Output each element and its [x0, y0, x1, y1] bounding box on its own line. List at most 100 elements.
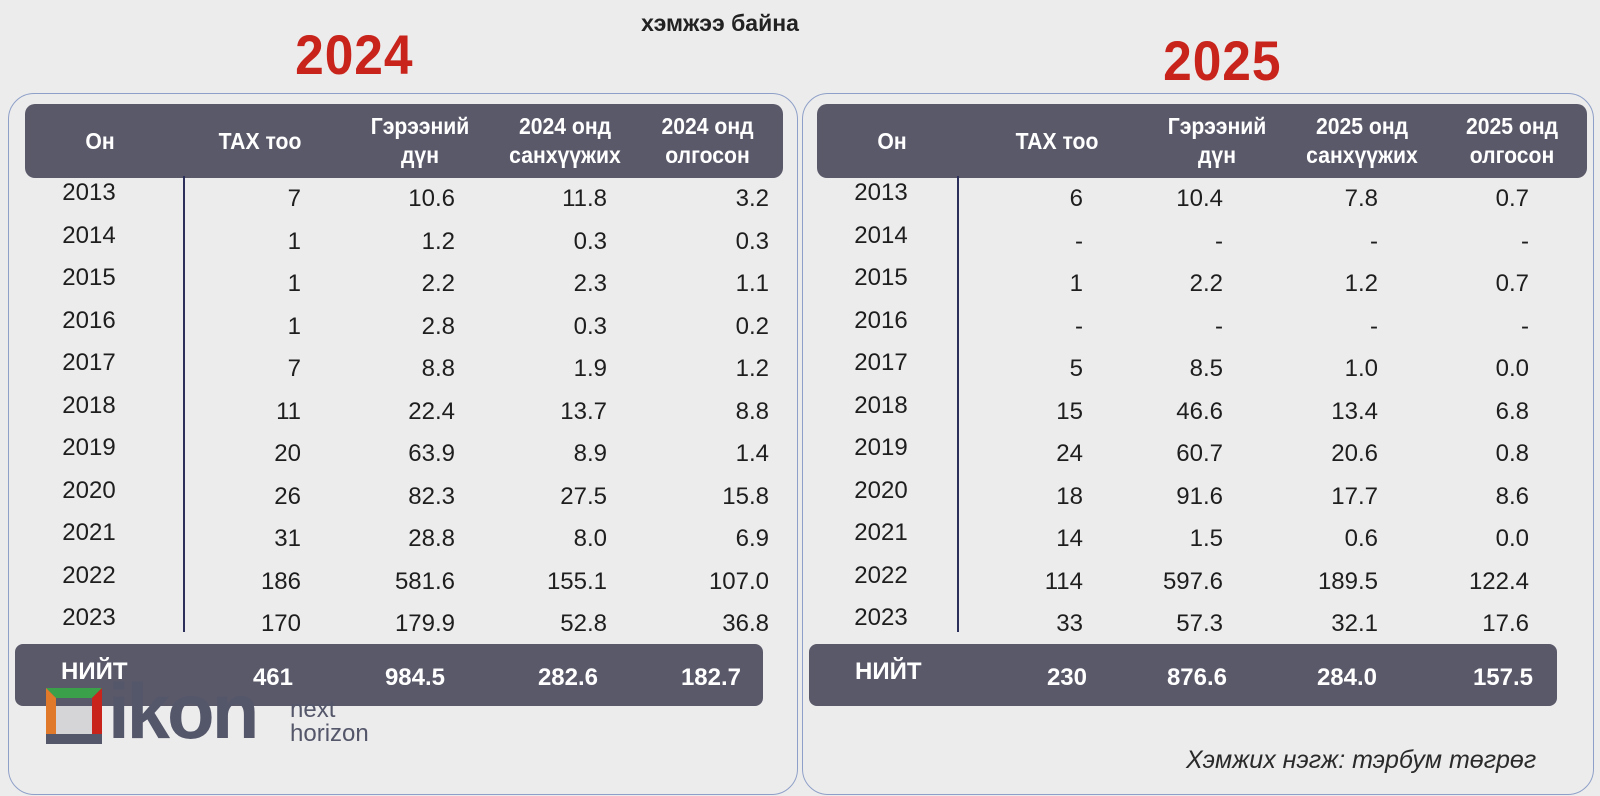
row-to-be-financed: 189.5 [1317, 567, 1378, 595]
table-row: 2022 186 581.6 155.1 107.0 [9, 562, 797, 602]
row-disbursed: 0.7 [1495, 185, 1529, 212]
row-contract-amount: 581.6 [394, 567, 455, 595]
row-year: 2015 [854, 264, 908, 291]
row-to-be-financed: 20.6 [1331, 440, 1378, 467]
row-count: - [1075, 312, 1083, 340]
row-to-be-financed: 0.3 [573, 227, 607, 255]
table-row: 2016 1 2.8 0.3 0.2 [9, 307, 797, 347]
row-count: 20 [274, 440, 301, 467]
row-to-be-financed: 8.9 [573, 440, 607, 467]
row-count: 7 [287, 185, 301, 212]
row-contract-amount: 179.9 [394, 610, 455, 637]
row-year: 2015 [62, 264, 116, 291]
row-disbursed: 0.3 [735, 227, 769, 255]
column-header-year: Он [877, 127, 907, 154]
page-caption: хэмжээ байна [641, 10, 799, 36]
row-disbursed: 3.2 [735, 185, 769, 212]
table-panel-2024: Он ТАХ тоо Гэрээний дүн 2024 онд санхүүж… [8, 93, 798, 795]
table-row: 2019 20 63.9 8.9 1.4 [9, 434, 797, 474]
column-header-count: ТАХ тоо [218, 127, 302, 154]
row-disbursed: 1.1 [735, 270, 769, 297]
row-to-be-financed: 17.7 [1331, 482, 1378, 510]
row-to-be-financed: 52.8 [560, 610, 607, 637]
logo-brand-text: ikon [108, 667, 259, 755]
table-row: 2017 5 8.5 1.0 0.0 [803, 349, 1593, 389]
table-row: 2022 114 597.6 189.5 122.4 [803, 562, 1593, 602]
table-header: Он ТАХ тоо Гэрээний дүн 2025 онд санхүүж… [817, 104, 1587, 178]
row-disbursed: 6.9 [735, 525, 769, 552]
row-to-be-financed: 7.8 [1344, 185, 1378, 212]
row-disbursed: 1.4 [735, 440, 769, 467]
row-contract-amount: 8.8 [421, 355, 455, 382]
row-contract-amount: 1.5 [1189, 525, 1223, 552]
row-year: 2013 [62, 179, 116, 206]
row-count: 170 [260, 610, 301, 637]
column-header-to-be-financed: 2024 онд санхүүжих [509, 113, 621, 168]
row-count: 26 [274, 482, 301, 510]
row-contract-amount: 46.6 [1176, 397, 1223, 425]
row-year: 2017 [62, 349, 116, 376]
row-year: 2016 [854, 306, 908, 334]
row-contract-amount: 63.9 [408, 440, 455, 467]
row-count: 11 [276, 397, 301, 425]
table-row: 2016 - - - - [803, 307, 1593, 347]
column-header-year: Он [85, 127, 115, 154]
year-title-2024: 2024 [295, 23, 414, 86]
table-row: 2015 1 2.2 2.3 1.1 [9, 264, 797, 304]
row-year: 2018 [854, 391, 908, 419]
row-contract-amount: 91.6 [1176, 482, 1223, 510]
row-count: 5 [1069, 355, 1083, 382]
table-header: Он ТАХ тоо Гэрээний дүн 2024 онд санхүүж… [25, 104, 783, 178]
row-contract-amount: 1.2 [421, 227, 455, 255]
total-to-be-financed: 284.0 [1316, 664, 1377, 691]
table-row: 2018 11 22.4 13.7 8.8 [9, 392, 797, 432]
table-row: 2020 18 91.6 17.7 8.6 [803, 477, 1593, 517]
total-count: 461 [252, 664, 293, 691]
row-disbursed: 8.6 [1495, 482, 1529, 510]
table-row: 2018 15 46.6 13.4 6.8 [803, 392, 1593, 432]
column-header-contract-amount: Гэрээний дүн [1167, 113, 1267, 168]
row-to-be-financed: - [1370, 227, 1378, 255]
row-disbursed: 8.8 [735, 397, 769, 425]
total-to-be-financed: 282.6 [537, 664, 598, 691]
table-row: 2017 7 8.8 1.9 1.2 [9, 349, 797, 389]
row-disbursed: - [1521, 227, 1529, 255]
total-label: НИЙТ [855, 658, 922, 685]
column-header-count: ТАХ тоо [1015, 127, 1099, 154]
row-disbursed: 0.0 [1495, 525, 1529, 552]
row-year: 2021 [854, 519, 908, 546]
total-contract-amount: 984.5 [384, 664, 445, 691]
row-to-be-financed: 8.0 [573, 525, 607, 552]
year-title-2025: 2025 [1163, 29, 1282, 92]
row-year: 2017 [854, 349, 908, 376]
row-to-be-financed: 13.4 [1331, 397, 1378, 425]
row-count: 1 [287, 227, 301, 255]
total-disbursed: 182.7 [680, 664, 741, 691]
total-contract-amount: 876.6 [1166, 664, 1227, 691]
row-disbursed: 36.8 [722, 610, 769, 637]
row-to-be-financed: 1.9 [573, 355, 607, 382]
row-contract-amount: 28.8 [408, 525, 455, 552]
row-disbursed: 122.4 [1468, 567, 1529, 595]
row-year: 2021 [62, 519, 116, 546]
row-year: 2014 [62, 221, 116, 249]
column-divider [183, 176, 185, 632]
row-year: 2020 [62, 476, 116, 504]
row-disbursed: - [1521, 312, 1529, 340]
row-contract-amount: - [1215, 312, 1223, 340]
table-row: 2019 24 60.7 20.6 0.8 [803, 434, 1593, 474]
table-row: 2020 26 82.3 27.5 15.8 [9, 477, 797, 517]
row-count: 1 [287, 270, 301, 297]
row-count: 15 [1056, 397, 1083, 425]
row-contract-amount: 82.3 [408, 482, 455, 510]
column-header-contract-amount: Гэрээний дүн [370, 113, 470, 168]
column-header-to-be-financed: 2025 онд санхүүжих [1306, 113, 1418, 168]
row-count: 18 [1056, 482, 1083, 510]
total-row: НИЙТ 230 876.6 284.0 157.5 [809, 644, 1557, 706]
row-count: 6 [1069, 185, 1083, 212]
row-year: 2020 [854, 476, 908, 504]
row-to-be-financed: 155.1 [546, 567, 607, 595]
row-contract-amount: - [1215, 227, 1223, 255]
row-to-be-financed: 11.8 [562, 185, 607, 212]
row-year: 2014 [854, 221, 908, 249]
